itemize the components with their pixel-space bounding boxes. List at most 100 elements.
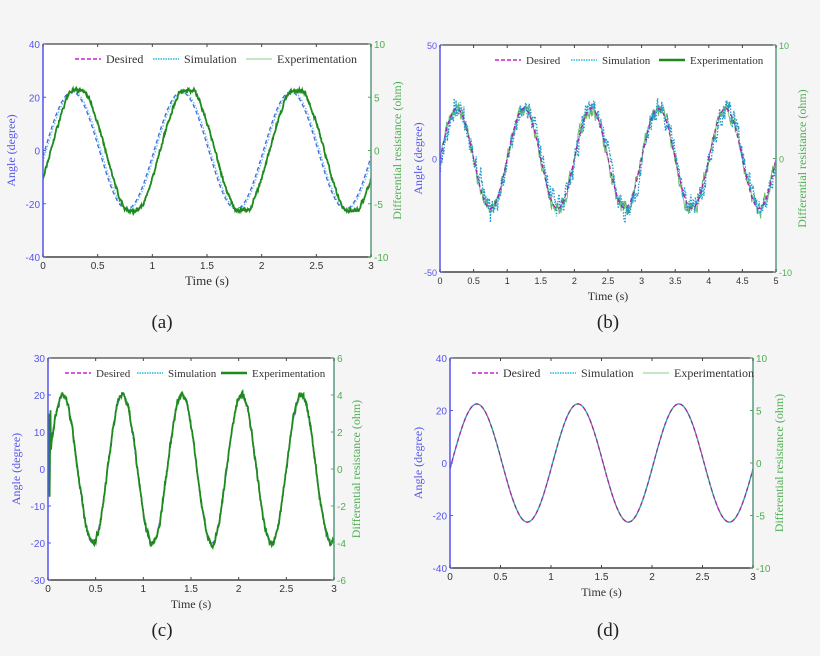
series-desired-line bbox=[43, 91, 371, 210]
x-tick-label: 0 bbox=[437, 276, 442, 286]
x-tick-label: 4 bbox=[706, 276, 711, 286]
x-axis-label: Time (s) bbox=[581, 585, 622, 599]
legend-label-experimentation: Experimentation bbox=[690, 55, 764, 67]
x-tick-label: 4.5 bbox=[736, 276, 749, 286]
y-tick-label-left: 0 bbox=[432, 155, 437, 165]
y-tick-label-left: 0 bbox=[34, 147, 40, 158]
x-tick-label: 3 bbox=[750, 572, 756, 583]
series-experimentation-line bbox=[48, 388, 334, 551]
series-simulation-line bbox=[43, 91, 371, 210]
y-tick-label-right: -6 bbox=[337, 576, 346, 587]
y-tick-label-right: 0 bbox=[756, 459, 762, 470]
legend: Desired Simulation Experimentation bbox=[495, 55, 764, 67]
x-axis-label: Time (s) bbox=[171, 597, 212, 611]
subfigure-label-b: (b) bbox=[596, 312, 620, 333]
legend-label-experimentation: Experimentation bbox=[252, 368, 326, 380]
chart-panel-b: 0 0.5 1 1.5 2 2.5 3 3.5 4 4.5 5 -50 0 50 -10 0 10 Time (s… bbox=[411, 41, 809, 303]
x-tick-label: 2 bbox=[259, 261, 265, 272]
y-tick-label-right: -4 bbox=[337, 539, 346, 550]
y-tick-label-right: 5 bbox=[374, 93, 380, 104]
y-tick-label-right: 0 bbox=[779, 155, 784, 165]
y-axis-label-right: Differential resistance (ohm) bbox=[795, 89, 809, 227]
x-tick-label: 2 bbox=[649, 572, 655, 583]
y-tick-label-right: -10 bbox=[374, 253, 389, 264]
y-tick-label-right: -5 bbox=[374, 200, 383, 211]
y-axis-label-left: Angle (degree) bbox=[411, 122, 425, 194]
y-tick-label-right: 10 bbox=[374, 40, 386, 51]
subfigure-label-c: (c) bbox=[151, 620, 173, 641]
legend: Desired Simulation Experimentation bbox=[472, 366, 754, 380]
y-tick-label-left: -30 bbox=[31, 576, 46, 587]
y-tick-label-left: 30 bbox=[34, 354, 46, 365]
legend-label-desired: Desired bbox=[96, 368, 131, 380]
series-desired-line bbox=[440, 107, 776, 210]
y-tick-label-right: 4 bbox=[337, 391, 343, 402]
y-tick-label-right: -10 bbox=[779, 268, 792, 278]
x-tick-label: 0 bbox=[447, 572, 453, 583]
legend-label-simulation: Simulation bbox=[168, 368, 217, 380]
x-tick-label: 3 bbox=[331, 584, 337, 595]
x-tick-label: 1 bbox=[141, 584, 147, 595]
series-experimentation-line bbox=[43, 85, 371, 216]
y-tick-label-right: -2 bbox=[337, 502, 346, 513]
subfigure-label-d: (d) bbox=[596, 620, 620, 641]
x-tick-label: 1.5 bbox=[200, 261, 214, 272]
x-tick-label: 3 bbox=[368, 261, 374, 272]
x-tick-label: 2 bbox=[572, 276, 577, 286]
y-tick-label-left: 20 bbox=[436, 407, 448, 418]
x-tick-label: 2 bbox=[236, 584, 242, 595]
x-tick-label: 0 bbox=[45, 584, 51, 595]
legend-label-experimentation: Experimentation bbox=[674, 366, 754, 380]
plot-area bbox=[43, 44, 371, 257]
legend-label-desired: Desired bbox=[503, 366, 540, 380]
x-tick-label: 3 bbox=[639, 276, 644, 286]
y-tick-label-left: -20 bbox=[31, 539, 46, 550]
y-tick-label-right: 0 bbox=[374, 147, 380, 158]
x-tick-label: 0.5 bbox=[494, 572, 508, 583]
y-axis-label-right: Differential resistance (ohm) bbox=[349, 400, 363, 538]
y-tick-label-right: 6 bbox=[337, 354, 343, 365]
y-tick-label-right: 10 bbox=[756, 354, 768, 365]
x-tick-label: 1.5 bbox=[184, 584, 198, 595]
x-axis-label: Time (s) bbox=[588, 289, 629, 303]
y-tick-label-right: 2 bbox=[337, 428, 343, 439]
y-tick-label-left: -20 bbox=[26, 200, 41, 211]
y-tick-label-left: 20 bbox=[29, 93, 41, 104]
x-tick-label: 1 bbox=[505, 276, 510, 286]
subfigure-label-a: (a) bbox=[151, 312, 173, 333]
y-axis-label-left: Angle (degree) bbox=[9, 433, 23, 505]
chart-panel-a: 0 0.5 1 1.5 2 2.5 3 -40 -20 0 20 40 -10 -5 0 5 10 Time (s… bbox=[0, 0, 410, 340]
x-tick-label: 1 bbox=[548, 572, 554, 583]
legend-label-desired: Desired bbox=[106, 52, 143, 66]
x-tick-label: 2.5 bbox=[602, 276, 615, 286]
y-tick-label-left: 50 bbox=[427, 41, 437, 51]
legend-label-simulation: Simulation bbox=[184, 52, 237, 66]
plot-area bbox=[450, 358, 753, 568]
x-tick-label: 0.5 bbox=[91, 261, 105, 272]
y-axis-label-left: Angle (degree) bbox=[4, 114, 18, 186]
x-tick-label: 0.5 bbox=[89, 584, 103, 595]
y-tick-label-right: -5 bbox=[756, 512, 765, 523]
x-tick-label: 0.5 bbox=[467, 276, 480, 286]
x-tick-label: 3.5 bbox=[669, 276, 682, 286]
y-axis-label-right: Differential resistance (ohm) bbox=[772, 394, 786, 532]
y-tick-label-left: 0 bbox=[441, 459, 447, 470]
chart-panel-c: 0 0.5 1 1.5 2 2.5 3 -30 -20 -10 0 10 20 30 -6 -4 -2 0 2 4 6 T… bbox=[9, 354, 363, 611]
y-tick-label-left: -40 bbox=[26, 253, 41, 264]
y-tick-label-left: 40 bbox=[436, 354, 448, 365]
series-simulation-line bbox=[440, 98, 776, 224]
x-tick-label: 2.5 bbox=[309, 261, 323, 272]
y-axis-label-right: Differential resistance (ohm) bbox=[390, 81, 404, 219]
y-tick-label-right: 10 bbox=[779, 41, 789, 51]
x-axis-label: Time (s) bbox=[185, 273, 229, 288]
series-desired-line bbox=[450, 403, 753, 523]
y-tick-label-left: 20 bbox=[34, 391, 46, 402]
y-axis-label-left: Angle (degree) bbox=[411, 427, 425, 499]
legend-label-simulation: Simulation bbox=[602, 55, 651, 67]
y-tick-label-left: 0 bbox=[39, 465, 45, 476]
y-tick-label-left: -20 bbox=[433, 512, 448, 523]
